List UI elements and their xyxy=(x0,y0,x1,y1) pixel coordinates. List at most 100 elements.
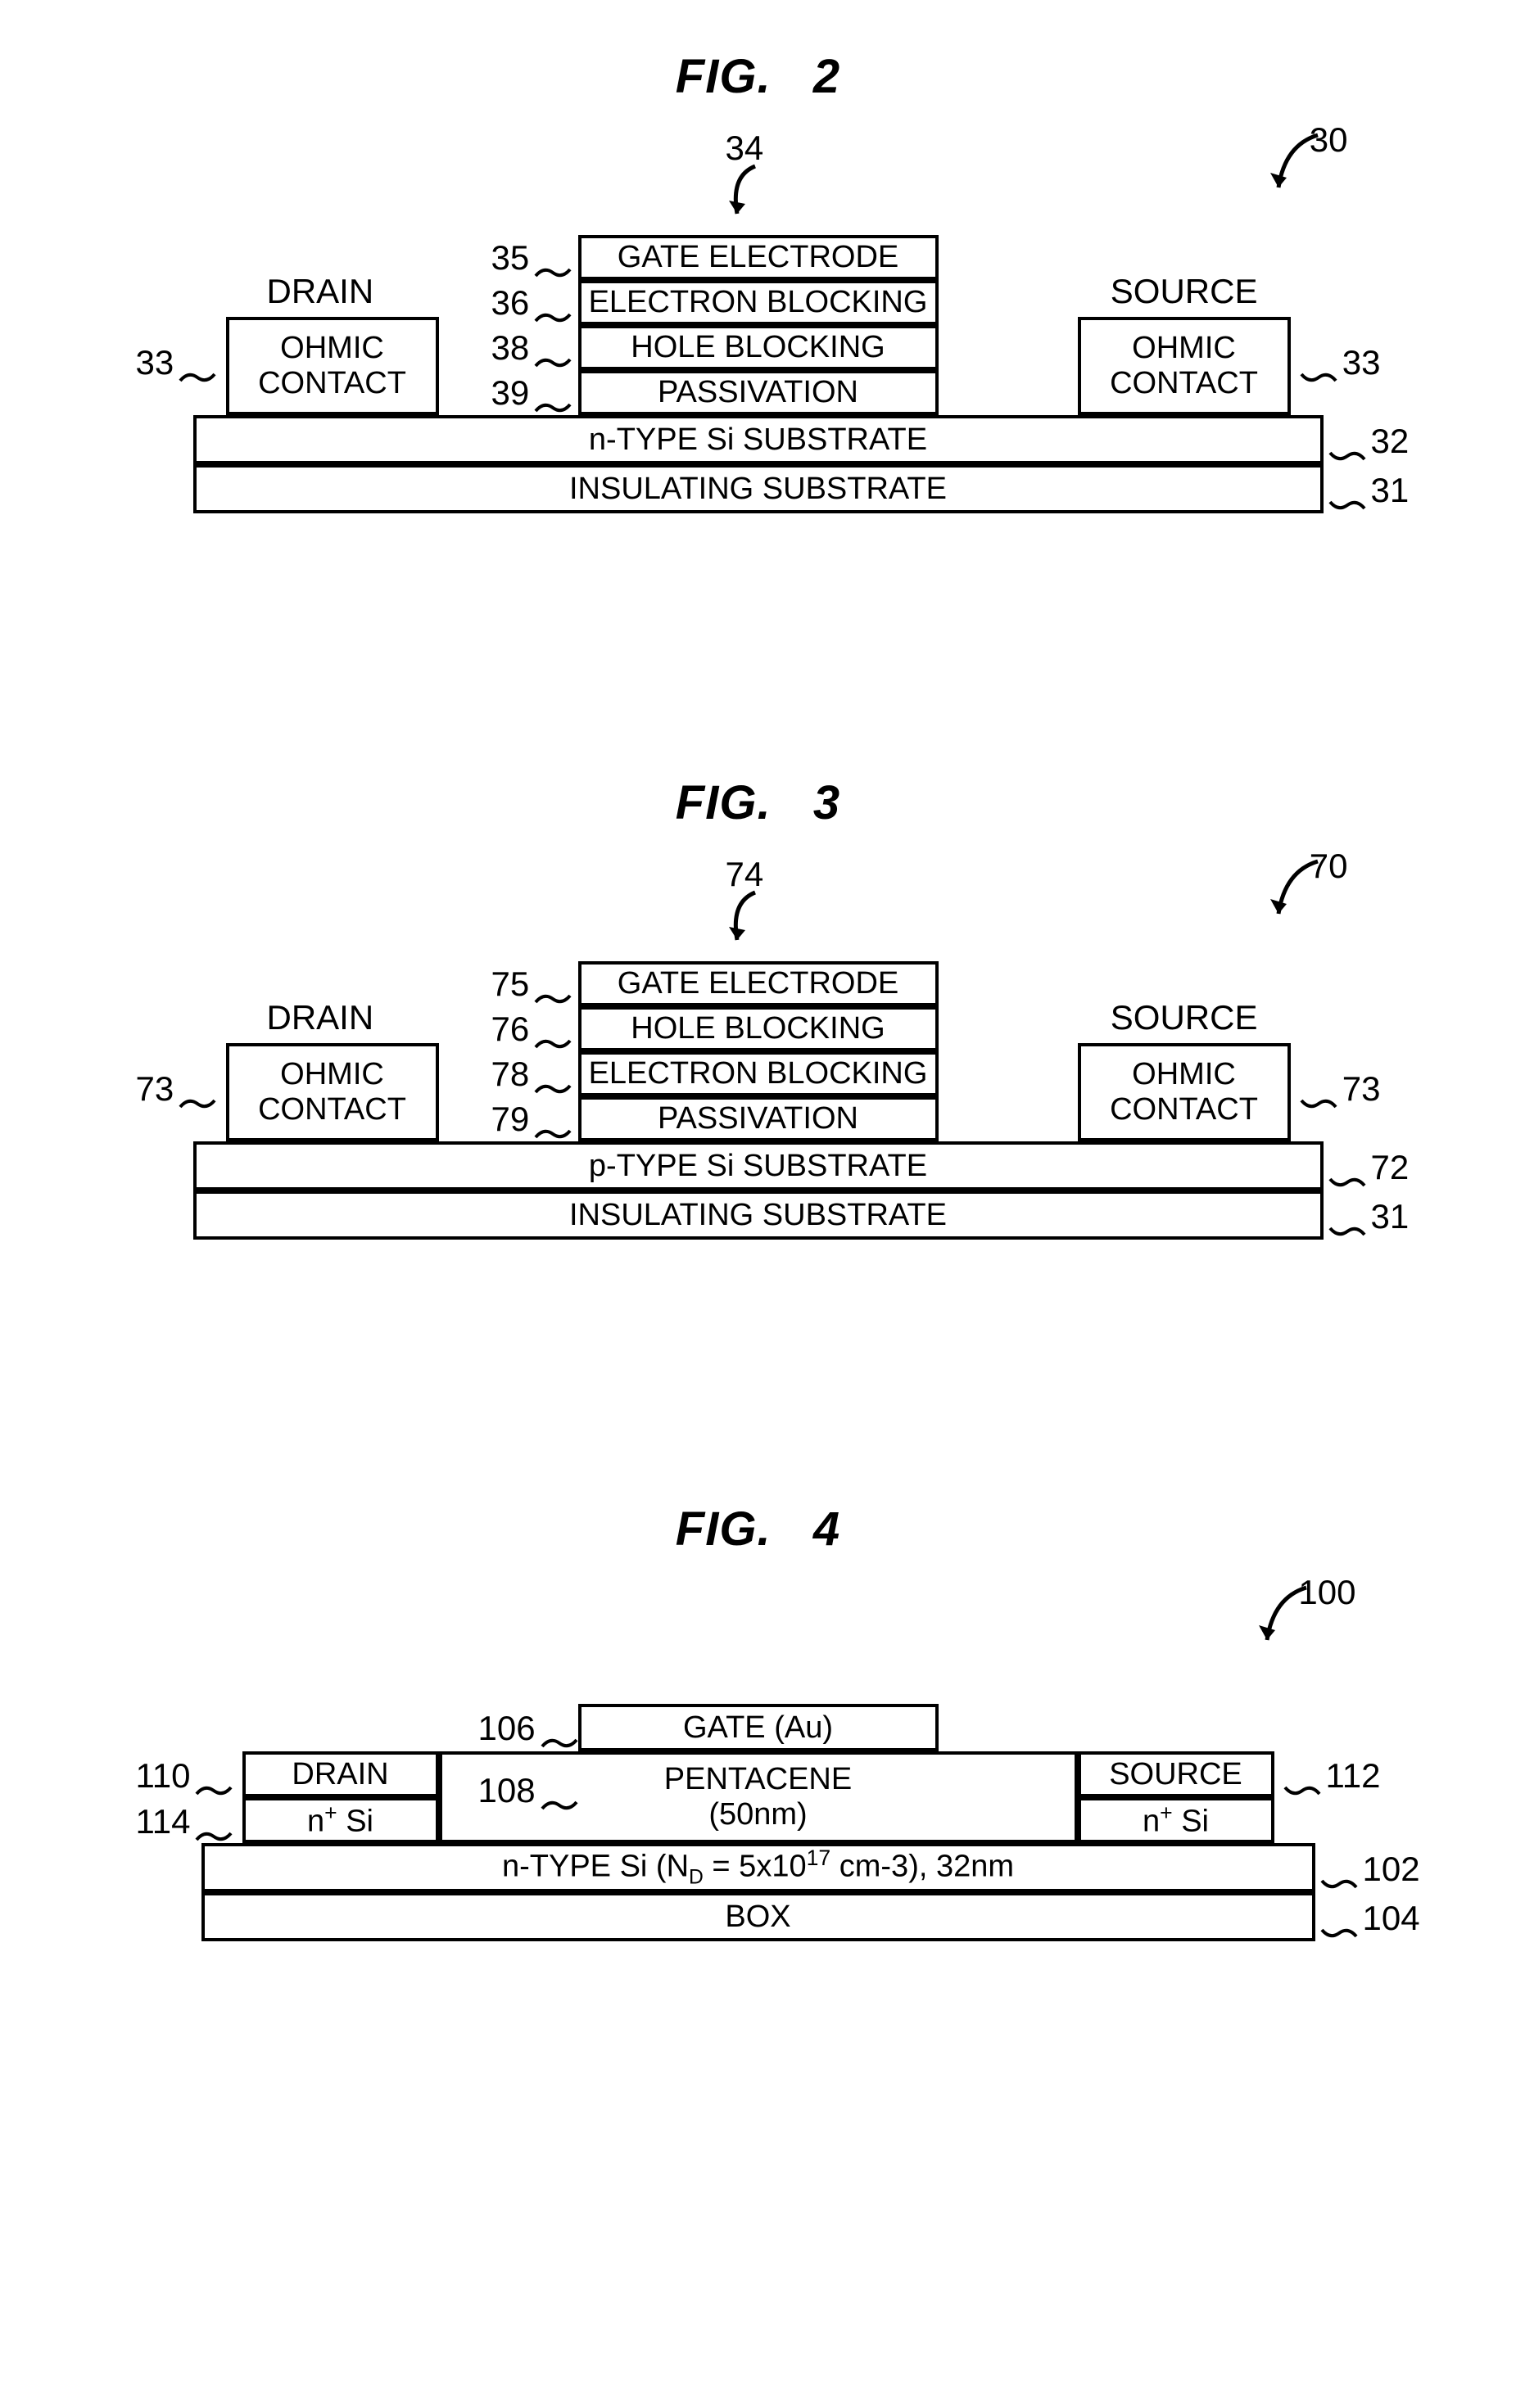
hook-arrow-icon xyxy=(1249,1581,1323,1655)
substrate-upper-ref: 32 xyxy=(1328,422,1410,461)
ohmic-line1: OHMIC xyxy=(280,1057,384,1092)
tilde-icon xyxy=(1328,433,1366,450)
layer-text: INSULATING SUBSTRATE xyxy=(569,1198,947,1233)
ref-num: 31 xyxy=(1371,471,1410,510)
source-contact-ref: 73 xyxy=(1300,1069,1381,1109)
source-nplus: n+ Si xyxy=(1078,1797,1274,1843)
drain-label: DRAIN xyxy=(267,998,374,1037)
ohmic-line2: CONTACT xyxy=(258,1092,406,1127)
ref-num: 35 xyxy=(491,238,530,278)
source-contact-ref: 33 xyxy=(1300,343,1381,382)
stack-ref-2: 76 xyxy=(491,1010,572,1049)
layer-text: PASSIVATION xyxy=(658,375,858,410)
figure-2-title-prefix: FIG. xyxy=(676,50,772,103)
drain-ref: 110 xyxy=(136,1756,233,1796)
layer-text: GATE ELECTRODE xyxy=(618,966,898,1001)
layer-text: n-TYPE Si (ND = 5x1017 cm-3), 32nm xyxy=(502,1846,1014,1889)
substrate-lower: INSULATING SUBSTRATE xyxy=(193,1190,1324,1240)
stack-ref-1: 35 xyxy=(491,238,572,278)
tilde-icon xyxy=(534,1066,572,1082)
stack-ref-4: 79 xyxy=(491,1100,572,1139)
stack-layer-2: ELECTRON BLOCKING xyxy=(578,280,939,325)
stack-layer-3: ELECTRON BLOCKING xyxy=(578,1051,939,1096)
stack-layer-4: PASSIVATION xyxy=(578,370,939,415)
substrate-lower: INSULATING SUBSTRATE xyxy=(193,464,1324,513)
tilde-icon xyxy=(195,1768,233,1784)
ref-num: 39 xyxy=(491,373,530,413)
drain-label: DRAIN xyxy=(267,272,374,311)
pentacene-line2: (50nm) xyxy=(708,1797,807,1832)
tilde-icon xyxy=(541,1782,578,1799)
source-label: SOURCE xyxy=(1111,998,1258,1037)
ref-num: 38 xyxy=(491,328,530,368)
substrate-lower-ref: 31 xyxy=(1328,471,1410,510)
tilde-icon xyxy=(534,385,572,401)
tilde-icon xyxy=(1320,1861,1358,1877)
tilde-icon xyxy=(541,1720,578,1737)
ref-num: 33 xyxy=(1342,343,1381,382)
figure-4-body: 100 GATE (Au) 106 PENTACENE (50nm) 108 D… xyxy=(136,1589,1381,2015)
ref-num: 32 xyxy=(1371,422,1410,461)
tilde-icon xyxy=(1283,1768,1321,1784)
figure-3-gate-callout: 74 xyxy=(726,855,764,894)
tilde-icon xyxy=(1328,482,1366,499)
ref-num: 73 xyxy=(136,1069,174,1109)
ref-num: 33 xyxy=(136,343,174,382)
tilde-icon xyxy=(1320,1910,1358,1927)
ref-num: 78 xyxy=(491,1055,530,1094)
layer-text: n+ Si xyxy=(307,1801,373,1839)
tilde-icon xyxy=(179,1081,216,1097)
tilde-icon xyxy=(534,340,572,356)
tilde-icon xyxy=(534,1111,572,1127)
gate-layer: GATE (Au) xyxy=(578,1704,939,1751)
ref-num: 31 xyxy=(1371,1197,1410,1236)
figure-4-title-num: 4 xyxy=(813,1502,840,1556)
figure-4-title: FIG. 4 xyxy=(33,1502,1483,1556)
layer-text: GATE (Au) xyxy=(683,1710,833,1746)
ohmic-line1: OHMIC xyxy=(1132,1057,1236,1092)
ohmic-line2: CONTACT xyxy=(1110,1092,1258,1127)
layer-text: HOLE BLOCKING xyxy=(631,330,885,365)
layer-text: INSULATING SUBSTRATE xyxy=(569,472,947,507)
substrate-lower-ref: 31 xyxy=(1328,1197,1410,1236)
drain-ohmic-contact: OHMIC CONTACT xyxy=(226,1043,439,1141)
source-ohmic-contact: OHMIC CONTACT xyxy=(1078,1043,1291,1141)
hook-arrow-icon xyxy=(1260,129,1334,202)
tilde-icon xyxy=(1328,1159,1366,1176)
figure-4: FIG. 4 100 GATE (Au) 106 PENTACENE (50nm… xyxy=(33,1502,1483,2015)
substrate-upper: n-TYPE Si SUBSTRATE xyxy=(193,415,1324,464)
figure-2-title-num: 2 xyxy=(813,50,840,103)
hook-arrow-icon xyxy=(721,161,770,227)
figure-2-title: FIG. 2 xyxy=(33,49,1483,104)
figure-3-title: FIG. 3 xyxy=(33,775,1483,830)
figure-3-body: 70 74 DRAIN SOURCE OHMIC CONTACT OHMIC C… xyxy=(136,863,1381,1321)
layer-text: GATE ELECTRODE xyxy=(618,240,898,275)
tilde-icon xyxy=(1300,1081,1337,1097)
stack-ref-3: 78 xyxy=(491,1055,572,1094)
stack-layer-1: GATE ELECTRODE xyxy=(578,235,939,280)
gate-ref: 106 xyxy=(478,1709,578,1748)
figure-4-title-prefix: FIG. xyxy=(676,1502,772,1556)
ref-num: 79 xyxy=(491,1100,530,1139)
tilde-icon xyxy=(534,295,572,311)
drain-contact-ref: 33 xyxy=(136,343,217,382)
hook-arrow-icon xyxy=(1260,855,1334,928)
ref-num: 104 xyxy=(1363,1899,1420,1938)
layer-text: n-TYPE Si SUBSTRATE xyxy=(589,422,927,458)
substrate-upper-ref: 72 xyxy=(1328,1148,1410,1187)
ohmic-line1: OHMIC xyxy=(280,331,384,366)
stack-layer-3: HOLE BLOCKING xyxy=(578,325,939,370)
layer-text: SOURCE xyxy=(1109,1757,1242,1792)
stack-ref-3: 38 xyxy=(491,328,572,368)
stack-ref-1: 75 xyxy=(491,965,572,1004)
tilde-icon xyxy=(534,976,572,992)
tilde-icon xyxy=(534,250,572,266)
ohmic-line1: OHMIC xyxy=(1132,331,1236,366)
ref-num: 72 xyxy=(1371,1148,1410,1187)
tilde-icon xyxy=(179,355,216,371)
ref-num: 76 xyxy=(491,1010,530,1049)
ref-num: 106 xyxy=(478,1709,536,1748)
ref-num: 112 xyxy=(1326,1756,1381,1796)
hook-arrow-icon xyxy=(721,888,770,953)
drain-nplus-ref: 114 xyxy=(136,1802,233,1841)
